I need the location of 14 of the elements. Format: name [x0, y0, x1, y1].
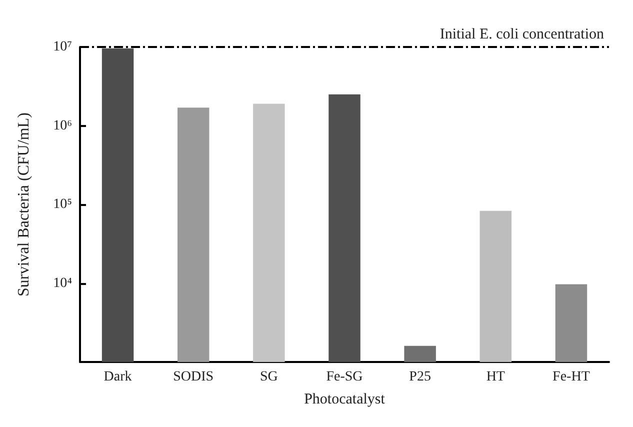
y-axis-title: Survival Bacteria (CFU/mL)	[16, 112, 32, 296]
x-tick-label: Dark	[104, 370, 132, 384]
x-tick-label: Fe-HT	[552, 370, 590, 384]
ref-line-label: Initial E. coli concentration	[440, 26, 604, 42]
y-tick-label: 10⁶	[53, 118, 72, 134]
y-tick-label: 10⁵	[53, 197, 72, 212]
y-tick-label: 10⁷	[53, 40, 72, 54]
x-axis-title: Photocatalyst	[304, 392, 386, 408]
y-tick-label: 10⁴	[53, 276, 72, 291]
x-tick-label: P25	[409, 370, 431, 384]
x-tick-label: SODIS	[173, 370, 214, 384]
x-tick-label: Fe-SG	[326, 370, 363, 384]
x-tick-label: HT	[486, 370, 506, 384]
x-tick-label: SG	[260, 370, 278, 384]
